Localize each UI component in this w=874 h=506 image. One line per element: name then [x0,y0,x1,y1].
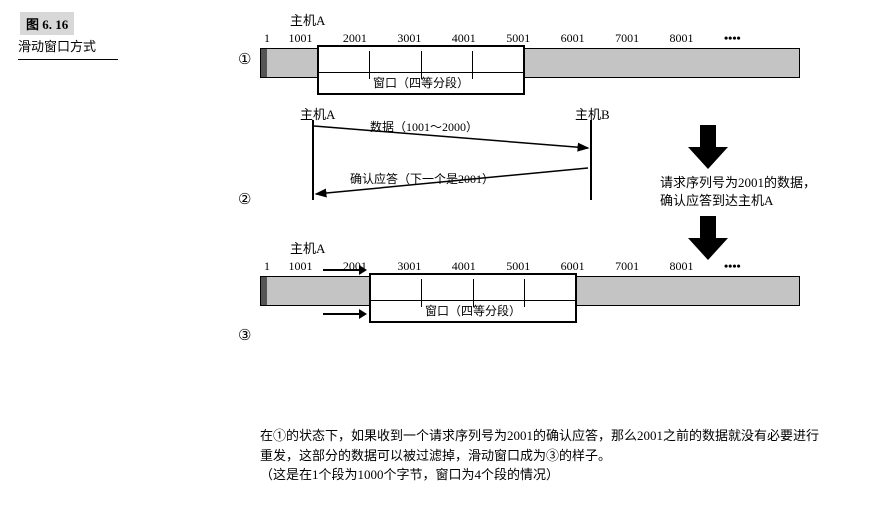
window-caption-3: 窗口（四等分段） [371,300,575,319]
tick-dots: •••• [724,31,776,46]
slide-arrow-top-icon [323,265,367,275]
side-line-2: 确认应答到达主机A [660,192,816,210]
host-a-label-3: 主机A [290,238,860,257]
bottom-p1: 在①的状态下，如果收到一个请求序列号为2001的确认应答，那么2001之前的数据… [260,426,820,465]
tick: 5001 [506,259,558,274]
marker-2: ② [238,190,251,209]
tick: 3001 [397,259,449,274]
tick: 8001 [670,259,722,274]
ack-message-label: 确认应答（下一个是2001） [350,170,494,187]
marker-1: ① [238,50,251,69]
figure-label: 图 6. 16 [20,12,74,35]
tick: 3001 [397,31,449,46]
tick: 1 [264,259,286,274]
tick: 7001 [615,31,667,46]
tick: 1 [264,31,286,46]
tick: 6001 [561,31,613,46]
side-line-1: 请求序列号为2001的数据， [660,174,816,192]
data-strip-3: 窗口（四等分段） [260,276,800,306]
tick: 5001 [506,31,558,46]
flow-arrow-1-icon [688,125,728,169]
tick: 6001 [561,259,613,274]
tick: 7001 [615,259,667,274]
bottom-explanation: 在①的状态下，如果收到一个请求序列号为2001的确认应答，那么2001之前的数据… [260,426,820,485]
sliding-window-1: 窗口（四等分段） [317,45,525,95]
tick: 4001 [452,259,504,274]
side-explanation: 请求序列号为2001的数据， 确认应答到达主机A [660,174,816,210]
sliding-window-3: 窗口（四等分段） [369,273,577,323]
host-a-label-1: 主机A [290,10,860,29]
tick: 1001 [288,31,340,46]
data-message-label: 数据（1001～2000） [370,118,478,135]
data-strip-1: 窗口（四等分段） [260,48,800,78]
tick: 8001 [670,31,722,46]
tick: 2001 [343,31,395,46]
bottom-p2: （这是在1个段为1000个字节，窗口为4个段的情况） [260,465,820,485]
marker-3: ③ [238,326,251,345]
window-caption-1: 窗口（四等分段） [319,72,523,91]
tick-dots: •••• [724,259,776,274]
tick: 4001 [452,31,504,46]
diagram-area: 主机A 1 1001 2001 3001 4001 5001 6001 7001… [260,10,860,306]
figure-caption: 滑动窗口方式 [18,34,118,60]
flow-arrow-2-icon [688,216,728,260]
slide-arrow-bottom-icon [323,309,367,319]
tick-row-1: 1 1001 2001 3001 4001 5001 6001 7001 800… [260,31,780,46]
